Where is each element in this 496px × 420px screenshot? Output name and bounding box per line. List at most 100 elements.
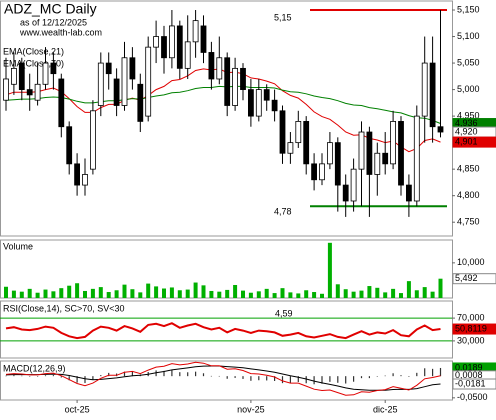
volume-bar <box>27 288 32 298</box>
level-label: 4,78 <box>274 207 292 217</box>
candle-body <box>137 83 144 122</box>
volume-bar <box>304 290 309 298</box>
histogram-bar <box>76 376 78 383</box>
candle-body <box>113 78 120 106</box>
chart-title: ADZ_MC Daily <box>4 1 97 17</box>
candle-body <box>374 152 381 175</box>
source: www.wealth-lab.com <box>19 27 102 37</box>
histogram-bar <box>100 375 102 377</box>
candle-body <box>295 121 302 144</box>
volume-bar <box>406 281 411 298</box>
histogram-bar <box>353 376 355 382</box>
volume-bar <box>59 288 64 298</box>
volume-bar <box>83 290 87 298</box>
volume-bar <box>122 284 127 298</box>
y-tick-label: 4,950 <box>457 110 480 120</box>
candle-body <box>176 25 183 69</box>
histogram-bar <box>242 376 244 379</box>
ema-line <box>5 85 441 124</box>
histogram-bar <box>92 376 94 380</box>
x-tick-label: dic-25 <box>373 404 398 414</box>
histogram-bar <box>29 376 31 377</box>
last-value-label: 0,0008 <box>455 370 483 380</box>
volume-bar <box>146 283 151 298</box>
last-value-label: 5,492 <box>455 273 478 283</box>
volume-bar <box>114 290 119 298</box>
candle-body <box>216 57 223 80</box>
last-value-box <box>452 323 496 335</box>
candle-body <box>255 89 262 117</box>
candle-body <box>208 52 215 80</box>
volume-bar <box>438 278 443 298</box>
volume-bar <box>264 288 269 298</box>
candle-body <box>390 121 397 165</box>
candle-body <box>66 126 73 165</box>
candle-body <box>161 36 167 59</box>
volume-bar <box>312 292 317 298</box>
candle-body <box>50 62 57 75</box>
candle-body <box>26 89 33 96</box>
candle-body <box>366 131 373 175</box>
last-value-box <box>452 378 496 390</box>
candle-body <box>42 62 49 85</box>
volume-bar <box>106 292 111 298</box>
volume-bar <box>162 288 166 298</box>
y-tick-label: 5,000 <box>457 84 480 94</box>
candle-body <box>121 57 128 106</box>
volume-bar <box>367 286 372 298</box>
candle-body <box>145 46 152 117</box>
last-value-box <box>452 136 496 148</box>
volume-bar <box>296 293 301 298</box>
histogram-bar <box>432 368 434 377</box>
candle-body <box>153 36 160 48</box>
candle-body <box>192 20 199 43</box>
volume-bar <box>75 283 80 298</box>
volume-bar <box>383 292 388 298</box>
histogram-bar <box>297 376 299 383</box>
candle-body <box>200 25 207 53</box>
last-value-label: 0,0189 <box>455 362 483 372</box>
volume-bar <box>414 290 419 298</box>
volume-bar <box>201 285 206 298</box>
last-value-label: -0,0181 <box>455 378 486 388</box>
volume-bar <box>422 287 427 298</box>
candle-body <box>271 99 278 112</box>
subtitle: as of 12/12/2025 <box>20 17 87 27</box>
candle-body <box>58 78 65 128</box>
volume-bar <box>256 291 261 298</box>
histogram-bar <box>321 376 323 384</box>
volume-bar <box>399 293 403 298</box>
candle-body <box>398 121 404 186</box>
histogram-bar <box>202 373 205 377</box>
candle-body <box>326 142 333 165</box>
candle-body <box>350 168 357 202</box>
last-value-label: 50,8119 <box>455 323 487 333</box>
candle-body <box>82 174 88 186</box>
histogram-bar <box>123 371 126 377</box>
legend-label: EMA(Close,21) <box>3 46 64 56</box>
last-value-label: 4,936 <box>455 118 478 128</box>
histogram-bar <box>376 376 378 377</box>
level-label: 5,15 <box>274 12 292 22</box>
histogram-bar <box>368 376 370 379</box>
y-tick-label: 70,000 <box>457 312 485 322</box>
y-tick-label: 5,150 <box>457 4 480 14</box>
histogram-bar <box>52 375 54 377</box>
last-value-label: 4,901 <box>455 136 478 146</box>
candle-body <box>437 126 444 133</box>
histogram-bar <box>163 370 165 377</box>
volume-bar <box>391 288 396 298</box>
candle-body <box>34 83 41 101</box>
volume-bar <box>130 289 135 298</box>
candle-body <box>311 163 318 181</box>
volume-bar <box>4 286 8 298</box>
last-value-box <box>452 273 496 285</box>
candle-body <box>429 62 436 128</box>
candle-body <box>263 89 270 101</box>
panel-title: MACD(12,26,9) <box>3 363 66 373</box>
volume-bar <box>138 292 143 298</box>
histogram-bar <box>13 375 15 377</box>
y-tick-label: 4,800 <box>457 190 480 200</box>
histogram-bar <box>408 376 410 377</box>
